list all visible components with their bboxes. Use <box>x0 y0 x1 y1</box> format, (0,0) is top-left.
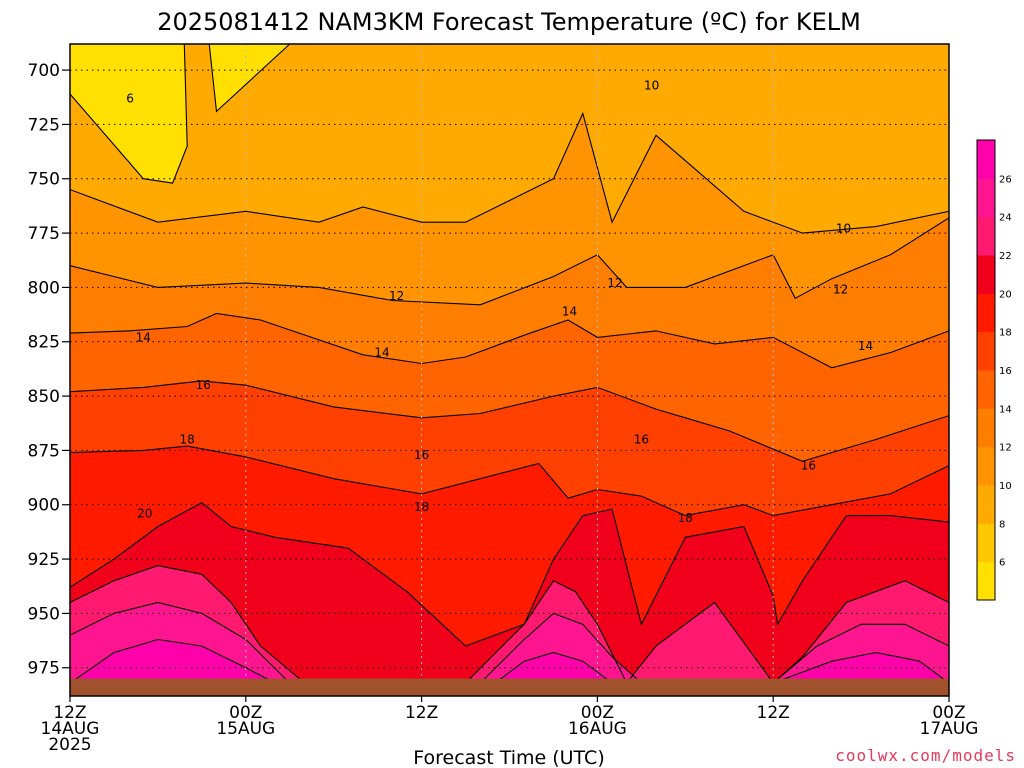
contour-label-14: 14 <box>374 346 389 360</box>
colorbar-tick-label: 6 <box>999 558 1005 569</box>
colorbar-swatch <box>977 370 995 409</box>
contour-label-20: 20 <box>137 506 152 520</box>
y-tick-label: 750 <box>28 170 60 190</box>
contour-label-14: 14 <box>136 330 151 344</box>
contour-label-14: 14 <box>562 304 577 318</box>
colorbar-tick-label: 10 <box>999 481 1012 492</box>
x-tick-label: 12Z <box>757 703 790 723</box>
y-tick-label: 900 <box>28 496 60 516</box>
colorbar-swatch <box>977 446 995 486</box>
x-tick-label: 14AUG <box>41 719 100 739</box>
plot-frame <box>69 43 950 697</box>
colorbar-tick-label: 26 <box>999 174 1012 185</box>
x-tick-label: 00Z <box>229 703 262 723</box>
colorbar-swatch <box>977 561 995 601</box>
x-tick-label: 15AUG <box>216 719 275 739</box>
colorbar-tick-label: 16 <box>999 366 1012 377</box>
x-tick-label: 17AUG <box>920 719 979 739</box>
colorbar-swatch <box>977 216 995 256</box>
contour-labels: 6 10 10 12 12 12 14 14 14 14 16 16 16 16 18 18 18 20 <box>126 78 873 524</box>
colorbar-swatch <box>977 178 995 218</box>
contour-label-18: 18 <box>180 433 195 447</box>
contour-label-12: 12 <box>389 289 404 303</box>
colorbar-swatch <box>977 331 995 371</box>
contour-fills <box>70 44 949 696</box>
colorbar-swatch <box>977 140 995 179</box>
colorbar-tick-label: 12 <box>999 443 1012 454</box>
colorbar-tick-label: 24 <box>999 213 1012 224</box>
y-axis-ticks: 700 725 750 775 800 825 850 875 900 925 950 975 <box>28 61 70 679</box>
y-tick-label: 725 <box>28 115 60 135</box>
y-tick-label: 925 <box>28 550 60 570</box>
colorbar-swatch <box>977 523 995 563</box>
x-tick-label: 12Z <box>405 703 438 723</box>
contour-label-12: 12 <box>833 283 848 297</box>
contour-line-24 <box>70 601 949 684</box>
y-tick-label: 850 <box>28 387 60 407</box>
colorbar-tick-label: 18 <box>999 328 1012 339</box>
colorbar-swatch <box>977 255 995 294</box>
x-axis-title: Forecast Time (UTC) <box>413 747 604 768</box>
x-tick-label: 00Z <box>932 703 965 723</box>
contour-line-10 <box>70 111 949 234</box>
contour-label-16: 16 <box>801 459 816 473</box>
contour-label-16: 16 <box>634 433 649 447</box>
colorbar-tick-label: 20 <box>999 289 1012 300</box>
colorbar-swatch <box>977 293 995 333</box>
contour-label-18: 18 <box>678 511 693 525</box>
contour-label-16: 16 <box>414 448 429 462</box>
y-tick-label: 825 <box>28 333 60 353</box>
x-tick-label: 12Z <box>53 703 86 723</box>
y-tick-label: 700 <box>28 61 60 81</box>
ground-surface <box>70 678 949 696</box>
colorbar-swatch <box>977 408 995 448</box>
colorbar-swatch <box>977 485 995 524</box>
ground-fill <box>70 678 949 696</box>
colorbar-tick-label: 14 <box>999 404 1012 415</box>
x-tick-label: 00Z <box>581 703 614 723</box>
colorbar-tick-label: 22 <box>999 251 1012 262</box>
x-tick-label: 16AUG <box>568 719 627 739</box>
grid-lines <box>70 44 949 696</box>
contour-label-10: 10 <box>644 78 659 92</box>
y-tick-label: 875 <box>28 441 60 461</box>
contour-line-16 <box>70 380 949 462</box>
chart-title: 2025081412 NAM3KM Forecast Temperature (… <box>157 8 861 36</box>
contour-label-10: 10 <box>836 222 851 236</box>
contour-label-18: 18 <box>414 500 429 514</box>
source-credit[interactable]: coolwx.com/models <box>835 746 1016 765</box>
contour-label-6: 6 <box>126 91 134 105</box>
y-tick-label: 950 <box>28 604 60 624</box>
contour-line-18 <box>70 445 949 517</box>
contour-label-16: 16 <box>196 378 211 392</box>
x-tick-label: 2025 <box>48 735 91 755</box>
colorbar-frame <box>976 139 996 601</box>
contour-line-8 <box>70 44 949 184</box>
y-tick-label: 975 <box>28 659 60 679</box>
color-legend: 6 8 10 12 14 16 18 20 22 24 26 <box>976 139 1012 601</box>
contour-line-14 <box>70 312 949 369</box>
contour-line-20 <box>70 501 949 647</box>
contour-label-12: 12 <box>607 276 622 290</box>
band-above-22 <box>70 565 949 696</box>
y-tick-label: 800 <box>28 278 60 298</box>
colorbar-tick-label: 8 <box>999 519 1005 530</box>
contour-line-22 <box>70 565 949 685</box>
contour-label-14: 14 <box>858 339 873 353</box>
contour-line-26 <box>70 638 949 684</box>
y-tick-label: 775 <box>28 224 60 244</box>
